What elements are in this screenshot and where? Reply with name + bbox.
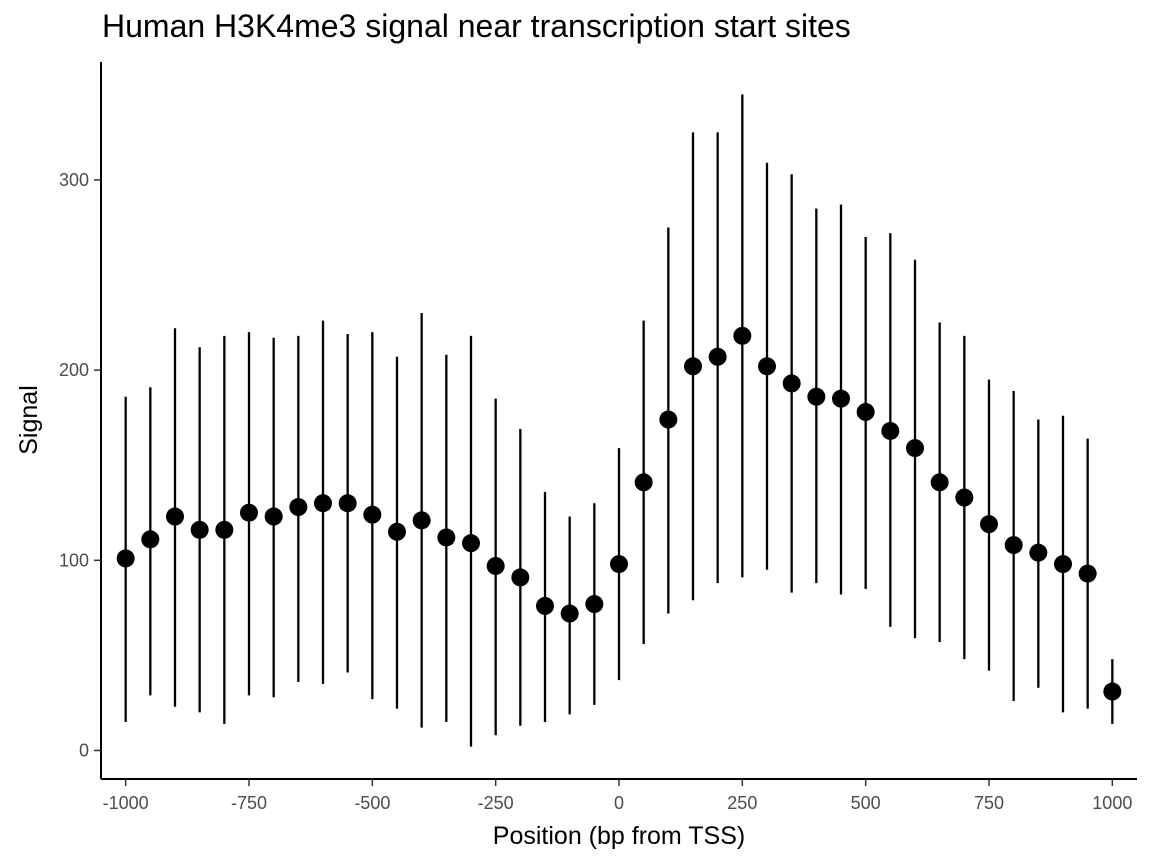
- data-point-30: [856, 402, 875, 421]
- data-point-15: [486, 556, 505, 575]
- data-points: [116, 326, 1122, 701]
- x-tick-label-4: 0: [614, 793, 624, 813]
- x-tick-label-8: 1000: [1092, 793, 1132, 813]
- data-point-19: [585, 595, 604, 614]
- data-point-22: [659, 410, 678, 429]
- data-point-5: [240, 503, 258, 522]
- x-tick-label-3: -250: [478, 793, 514, 813]
- data-point-33: [930, 473, 949, 492]
- data-point-29: [832, 389, 850, 408]
- data-point-3: [190, 520, 209, 539]
- data-point-23: [684, 357, 702, 376]
- y-tick-label-0: 0: [79, 740, 89, 760]
- data-point-13: [437, 528, 456, 547]
- data-point-35: [980, 515, 998, 534]
- data-point-39: [1078, 564, 1097, 583]
- data-point-10: [363, 505, 382, 524]
- data-point-24: [708, 347, 727, 366]
- error-bars: [124, 94, 1114, 747]
- x-tick-label-0: -1000: [103, 793, 149, 813]
- y-tick-label-1: 100: [59, 550, 89, 570]
- data-point-37: [1029, 543, 1048, 562]
- data-point-8: [314, 494, 332, 513]
- data-point-0: [116, 549, 135, 568]
- y-tick-label-3: 300: [59, 170, 89, 190]
- data-point-4: [215, 520, 234, 539]
- data-point-1: [141, 530, 160, 549]
- data-point-9: [338, 494, 357, 513]
- data-point-25: [733, 326, 752, 345]
- data-point-17: [536, 596, 554, 615]
- x-tick-label-6: 500: [851, 793, 881, 813]
- data-point-7: [289, 498, 308, 517]
- x-axis-title: Position (bp from TSS): [493, 822, 745, 850]
- data-point-18: [560, 604, 579, 623]
- data-point-34: [955, 488, 974, 507]
- y-axis-title: Signal: [15, 385, 43, 455]
- x-tick-label-1: -750: [231, 793, 267, 813]
- data-point-38: [1054, 555, 1072, 574]
- data-point-6: [264, 507, 283, 526]
- data-point-31: [881, 421, 900, 440]
- data-point-21: [634, 473, 653, 492]
- data-point-20: [610, 555, 628, 574]
- chart-title: Human H3K4me3 signal near transcription …: [102, 8, 851, 44]
- x-tick-label-7: 750: [974, 793, 1004, 813]
- data-point-26: [758, 357, 776, 376]
- data-point-2: [166, 507, 184, 526]
- x-tick-label-5: 250: [727, 793, 757, 813]
- data-point-14: [462, 534, 480, 553]
- y-tick-label-2: 200: [59, 360, 89, 380]
- data-point-28: [807, 387, 826, 406]
- y-axis-ticks: 0 100 200 300: [59, 170, 101, 760]
- x-axis-ticks: -1000 -750 -500 -250 0 250 500 750 1000: [103, 779, 1132, 813]
- data-point-27: [782, 374, 801, 393]
- data-point-40: [1103, 682, 1122, 701]
- data-point-16: [511, 568, 530, 587]
- data-point-32: [906, 439, 924, 458]
- data-point-11: [388, 522, 406, 541]
- data-point-36: [1004, 536, 1023, 555]
- data-point-12: [412, 511, 431, 530]
- x-tick-label-2: -500: [354, 793, 390, 813]
